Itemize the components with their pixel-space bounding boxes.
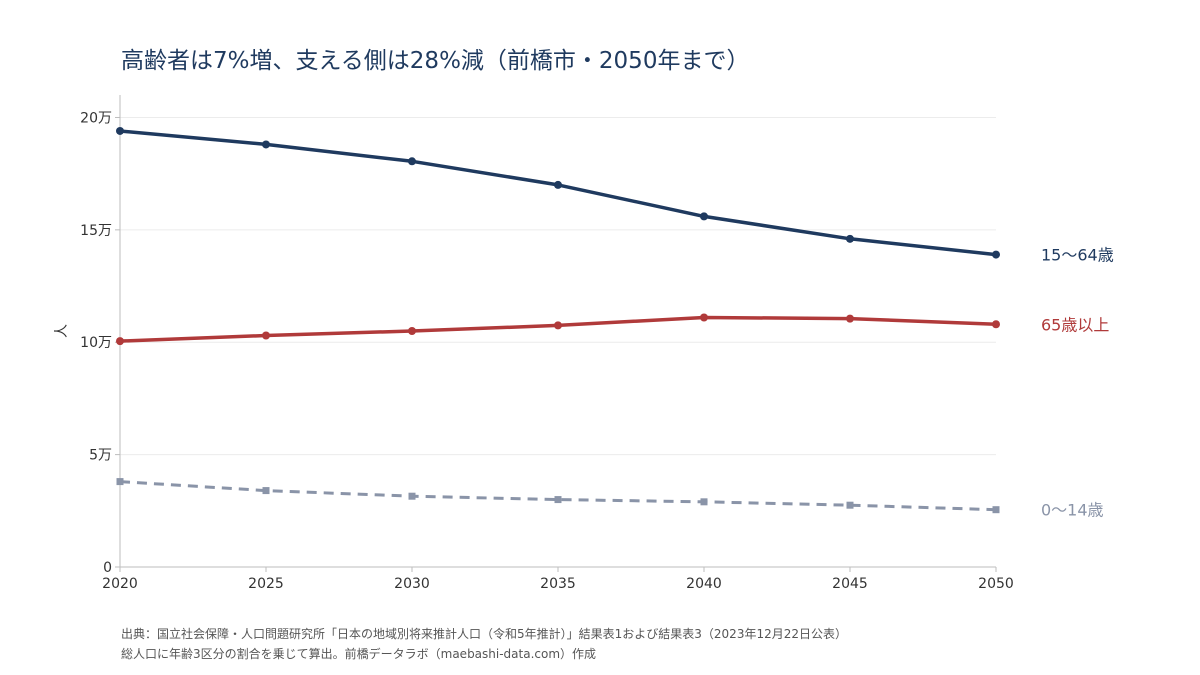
method-note: 総人口に年齢3区分の割合を乗じて算出。前橋データラボ（maebashi-data… — [121, 646, 596, 661]
data-point — [408, 157, 416, 166]
y-tick-label: 5万 — [89, 448, 112, 464]
data-point — [554, 180, 562, 189]
data-point — [992, 506, 1000, 514]
x-tick-label: 2020 — [102, 576, 138, 592]
data-point — [992, 320, 1000, 329]
series-65歳以上 — [116, 313, 1000, 346]
series-15〜64歳 — [116, 126, 1000, 259]
y-tick-label: 0 — [103, 560, 112, 576]
data-point — [700, 212, 708, 221]
data-point — [116, 126, 124, 135]
x-tick-label: 2030 — [394, 576, 430, 592]
series-labels: 15〜64歳 65歳以上 0〜14歳 — [1041, 246, 1114, 520]
series-label: 65歳以上 — [1041, 315, 1109, 334]
chart-title: 高齢者は7%増、支える側は28%減（前橋市・2050年まで） — [121, 48, 749, 74]
data-point — [262, 487, 270, 495]
series — [116, 126, 1000, 514]
y-tick-label: 10万 — [80, 335, 112, 351]
data-point — [846, 314, 854, 323]
data-point — [408, 327, 416, 335]
series-line — [119, 480, 997, 512]
data-point — [116, 337, 124, 346]
source-note: 出典：国立社会保障・人口問題研究所「日本の地域別将来推計人口（令和5年推計）」結… — [121, 626, 847, 641]
x-tick-label: 2035 — [540, 576, 576, 592]
y-tick-label: 20万 — [80, 110, 112, 126]
data-point — [554, 321, 562, 330]
data-point — [846, 234, 854, 243]
data-point — [262, 331, 270, 340]
x-tick-label: 2040 — [686, 576, 722, 592]
series-0〜14歳 — [116, 478, 1000, 514]
data-point — [700, 498, 708, 506]
data-point — [262, 140, 270, 149]
series-line — [118, 129, 998, 257]
y-axis-label: 人 — [54, 324, 70, 338]
data-point — [554, 496, 562, 504]
data-point — [992, 250, 1000, 259]
data-point — [846, 501, 854, 509]
series-label: 0〜14歳 — [1041, 501, 1104, 520]
y-tick-label: 15万 — [80, 223, 112, 239]
x-tick-label: 2025 — [248, 576, 284, 592]
series-label: 15〜64歳 — [1041, 246, 1114, 265]
data-point — [700, 313, 708, 322]
x-tick-label: 2045 — [832, 576, 868, 592]
x-tick-label: 2050 — [978, 576, 1014, 592]
data-point — [408, 492, 416, 500]
gridlines — [120, 116, 996, 456]
data-point — [116, 478, 124, 486]
tick-labels: 0 5万 10万 15万 20万 2020 2025 2030 2035 2040 2045 2050 — [80, 110, 1014, 592]
